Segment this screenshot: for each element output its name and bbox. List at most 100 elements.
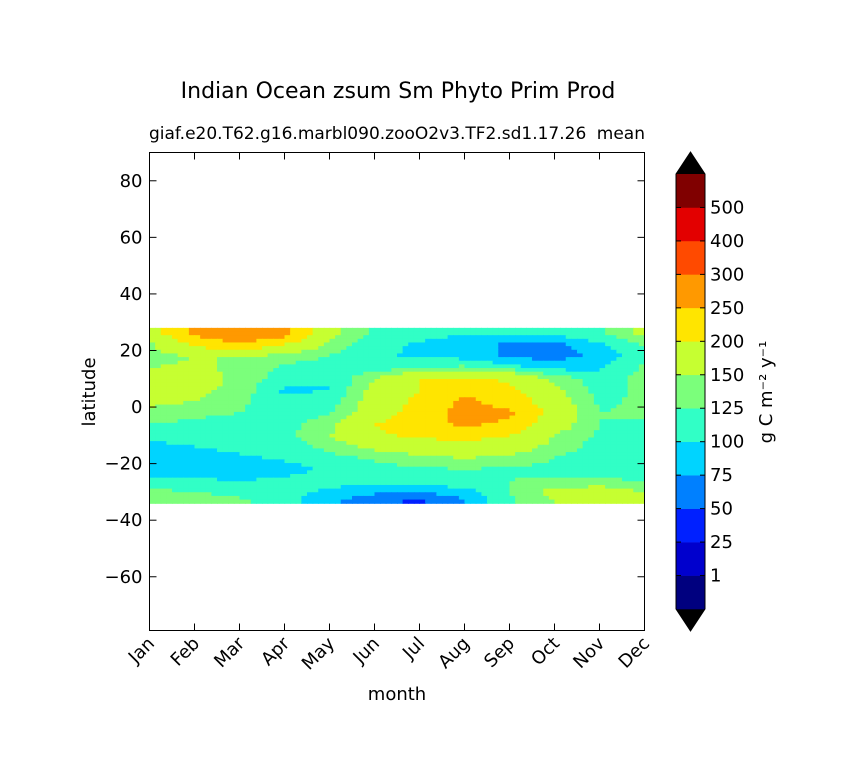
field-cell (166, 448, 173, 453)
field-cell (352, 404, 359, 409)
field-cell (520, 338, 527, 344)
field-cell (571, 492, 578, 497)
field-cell (239, 415, 246, 420)
field-cell (402, 415, 409, 420)
field-cell (475, 389, 482, 395)
field-cell (481, 357, 488, 362)
field-cell (166, 437, 173, 442)
field-cell (537, 349, 544, 355)
field-cell (228, 495, 235, 501)
field-cell (458, 484, 466, 490)
field-cell (217, 441, 224, 446)
field-cell (228, 346, 235, 351)
field-cell (582, 397, 589, 402)
field-cell (565, 419, 572, 424)
field-cell (250, 495, 257, 501)
field-cell (492, 419, 499, 424)
field-cell (166, 499, 173, 504)
field-cell (239, 426, 246, 431)
field-cell (211, 448, 218, 453)
field-cell (560, 492, 567, 497)
field-cell (183, 375, 190, 380)
field-cell (357, 360, 364, 365)
field-cell (183, 353, 190, 358)
field-cell (278, 477, 286, 482)
field-cell (335, 353, 342, 358)
field-cell (605, 338, 612, 344)
field-cell (402, 495, 409, 501)
field-cell (340, 327, 347, 333)
field-cell (290, 437, 297, 442)
field-cell (447, 481, 454, 486)
field-cell (577, 375, 584, 380)
field-cell (273, 459, 280, 464)
field-cell (627, 495, 634, 501)
field-cell (526, 444, 533, 450)
field-cell (408, 346, 415, 351)
field-cell (560, 375, 567, 380)
field-cell (172, 452, 179, 457)
field-cell (560, 422, 567, 428)
field-cell (588, 484, 595, 490)
field-cell (205, 495, 212, 501)
field-cell (380, 368, 387, 373)
field-cell (492, 338, 499, 344)
field-cell (217, 430, 224, 435)
field-cell (301, 448, 308, 453)
field-cell (537, 393, 544, 398)
field-cell (385, 360, 392, 365)
field-cell (205, 455, 212, 460)
field-cell (267, 368, 274, 373)
field-cell (447, 342, 454, 347)
field-cell (402, 441, 409, 446)
field-cell (436, 364, 443, 369)
field-cell (515, 357, 522, 362)
field-cell (295, 433, 302, 439)
field-cell (352, 433, 359, 439)
field-cell (307, 371, 314, 376)
field-cell (537, 488, 544, 493)
field-cell (335, 470, 342, 475)
field-cell (228, 335, 235, 340)
field-cell (256, 459, 263, 464)
field-cell (464, 444, 471, 450)
field-cell (374, 379, 381, 384)
field-cell (307, 466, 314, 471)
field-cell (312, 368, 319, 373)
field-cell (453, 441, 460, 446)
field-cell (245, 357, 252, 362)
field-cell (340, 481, 347, 486)
field-cell (627, 488, 634, 493)
field-cell (307, 404, 314, 409)
field-cell (554, 477, 561, 482)
field-cell (520, 397, 527, 402)
field-cell (627, 346, 634, 351)
field-cell (172, 499, 179, 504)
field-cell (228, 444, 235, 450)
field-cell (357, 393, 364, 398)
field-cell (565, 397, 572, 402)
field-cell (200, 474, 207, 479)
field-cell (284, 404, 291, 409)
field-cell (346, 368, 353, 373)
field-cell (397, 349, 404, 355)
field-cell (380, 375, 387, 380)
field-cell (526, 455, 533, 460)
field-cell (177, 338, 184, 344)
field-cell (385, 353, 392, 358)
field-cell (290, 415, 297, 420)
field-cell (273, 426, 280, 431)
field-cell (177, 327, 184, 333)
field-cell (239, 466, 246, 471)
field-cell (228, 459, 235, 464)
field-cell (425, 382, 432, 387)
field-cell (503, 327, 511, 333)
field-cell (262, 364, 269, 369)
field-cell (464, 353, 471, 358)
field-cell (222, 408, 229, 413)
field-cell (599, 408, 606, 413)
field-cell (554, 389, 561, 395)
field-cell (335, 495, 342, 501)
field-cell (548, 411, 556, 417)
field-cell (155, 386, 162, 391)
